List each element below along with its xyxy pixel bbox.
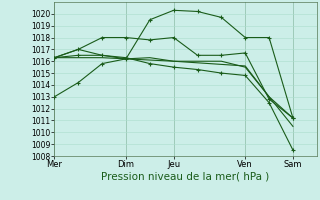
X-axis label: Pression niveau de la mer( hPa ): Pression niveau de la mer( hPa ) [101, 172, 270, 182]
